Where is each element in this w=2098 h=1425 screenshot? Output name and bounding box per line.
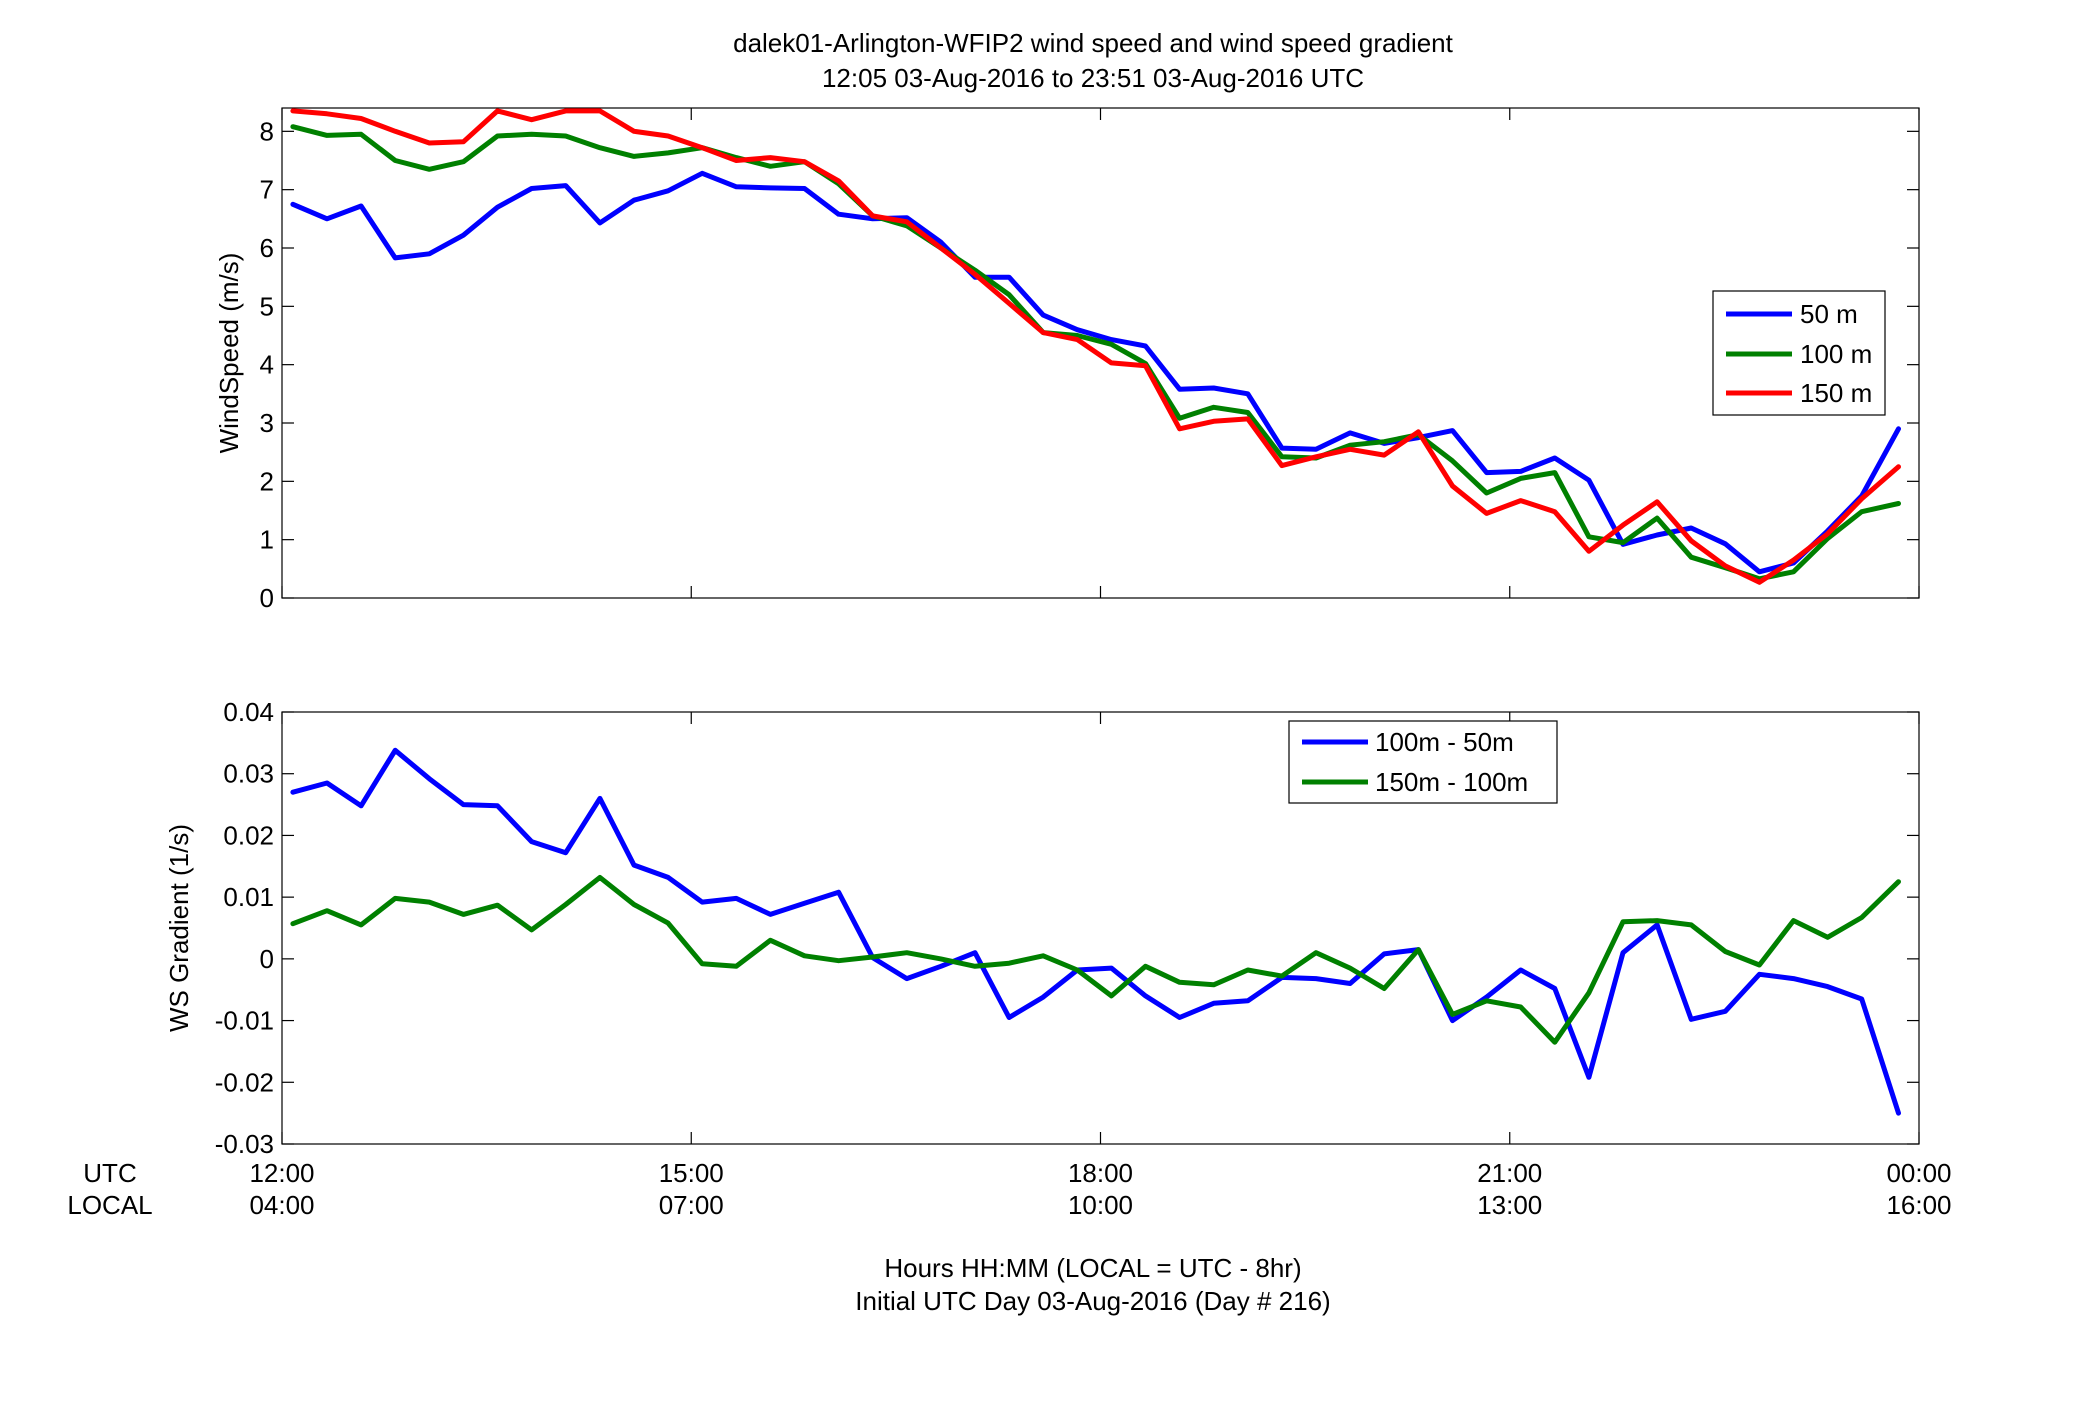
gradient-series-line-150m-100m — [290, 874, 1901, 1045]
local-tick-label-3: 13:00 — [1477, 1190, 1542, 1220]
gradient-y-tick-label-2: -0.01 — [215, 1006, 274, 1036]
windspeed-series-line-150-m — [290, 108, 1901, 585]
gradient-y-axis-label: WS Gradient (1/s) — [164, 824, 194, 1032]
windspeed-y-tick-label-0: 0 — [260, 583, 274, 613]
windspeed-series-line-100-m — [290, 124, 1901, 582]
gradient-legend: 100m - 50m 150m - 100m — [1288, 720, 1558, 804]
gradient-plot-area — [281, 711, 1920, 1145]
x-axis-label-line2: Initial UTC Day 03-Aug-2016 (Day # 216) — [855, 1286, 1330, 1316]
gradient-y-tick-label-4: 0.01 — [223, 882, 274, 912]
windspeed-series-line-50-m — [290, 170, 1901, 575]
local-tick-labels: 04:00 07:00 10:00 13:00 16:00 — [249, 1190, 1951, 1220]
legend-label-50m: 50 m — [1800, 299, 1858, 329]
windspeed-y-tick-label-8: 8 — [260, 116, 274, 146]
gradient-y-ticks: -0.03 -0.02 -0.01 0 0.01 0.02 0.03 0.04 — [215, 697, 1919, 1159]
gradient-legend-box — [1288, 720, 1558, 804]
windspeed-y-tick-label-1: 1 — [260, 525, 274, 555]
legend-label-150m: 150 m — [1800, 378, 1872, 408]
gradient-x-ticks — [281, 712, 1920, 1144]
utc-tick-label-4: 00:00 — [1886, 1158, 1951, 1188]
windspeed-y-axis-label: WindSpeed (m/s) — [214, 253, 244, 454]
chart-title-line1: dalek01-Arlington-WFIP2 wind speed and w… — [733, 28, 1454, 58]
gradient-series — [290, 747, 1901, 1116]
utc-row-label: UTC — [83, 1158, 136, 1188]
legend-label-100m-50m: 100m - 50m — [1375, 727, 1514, 757]
chart-title-line2: 12:05 03-Aug-2016 to 23:51 03-Aug-2016 U… — [822, 63, 1364, 93]
windspeed-y-tick-label-5: 5 — [260, 291, 274, 321]
local-tick-label-2: 10:00 — [1068, 1190, 1133, 1220]
windspeed-y-tick-label-3: 3 — [260, 408, 274, 438]
windspeed-y-tick-label-6: 6 — [260, 233, 274, 263]
windspeed-y-ticks: 0 1 2 3 4 5 6 7 8 — [260, 116, 1919, 613]
local-tick-label-4: 16:00 — [1886, 1190, 1951, 1220]
gradient-series-line-100m-50m — [290, 747, 1901, 1116]
utc-tick-label-1: 15:00 — [659, 1158, 724, 1188]
windspeed-y-tick-label-7: 7 — [260, 175, 274, 205]
legend-label-150m-100m: 150m - 100m — [1375, 767, 1528, 797]
windspeed-y-tick-label-4: 4 — [260, 350, 274, 380]
utc-tick-label-3: 21:00 — [1477, 1158, 1542, 1188]
gradient-y-tick-label-1: -0.02 — [215, 1067, 274, 1097]
gradient-y-tick-label-7: 0.04 — [223, 697, 274, 727]
utc-tick-label-2: 18:00 — [1068, 1158, 1133, 1188]
gradient-y-tick-label-5: 0.02 — [223, 820, 274, 850]
utc-tick-label-0: 12:00 — [249, 1158, 314, 1188]
legend-label-100m: 100 m — [1800, 339, 1872, 369]
windspeed-x-ticks — [281, 108, 1920, 598]
windspeed-y-tick-label-2: 2 — [260, 466, 274, 496]
local-tick-label-0: 04:00 — [249, 1190, 314, 1220]
windspeed-legend: 50 m 100 m 150 m — [1712, 290, 1886, 416]
gradient-y-tick-label-0: -0.03 — [215, 1129, 274, 1159]
gradient-y-tick-label-6: 0.03 — [223, 759, 274, 789]
windspeed-panel: 0 1 2 3 4 5 6 7 8 WindSpeed (m/s) 50 m 100 m 150… — [214, 107, 1920, 613]
windspeed-series — [290, 108, 1901, 585]
gradient-panel: -0.03 -0.02 -0.01 0 0.01 0.02 0.03 0.04 WS Grad… — [164, 697, 1920, 1159]
local-tick-label-1: 07:00 — [659, 1190, 724, 1220]
x-axis-label-line1: Hours HH:MM (LOCAL = UTC - 8hr) — [884, 1253, 1301, 1283]
utc-tick-labels: 12:00 15:00 18:00 21:00 00:00 — [249, 1158, 1951, 1188]
local-row-label: LOCAL — [67, 1190, 152, 1220]
gradient-y-tick-label-3: 0 — [260, 944, 274, 974]
